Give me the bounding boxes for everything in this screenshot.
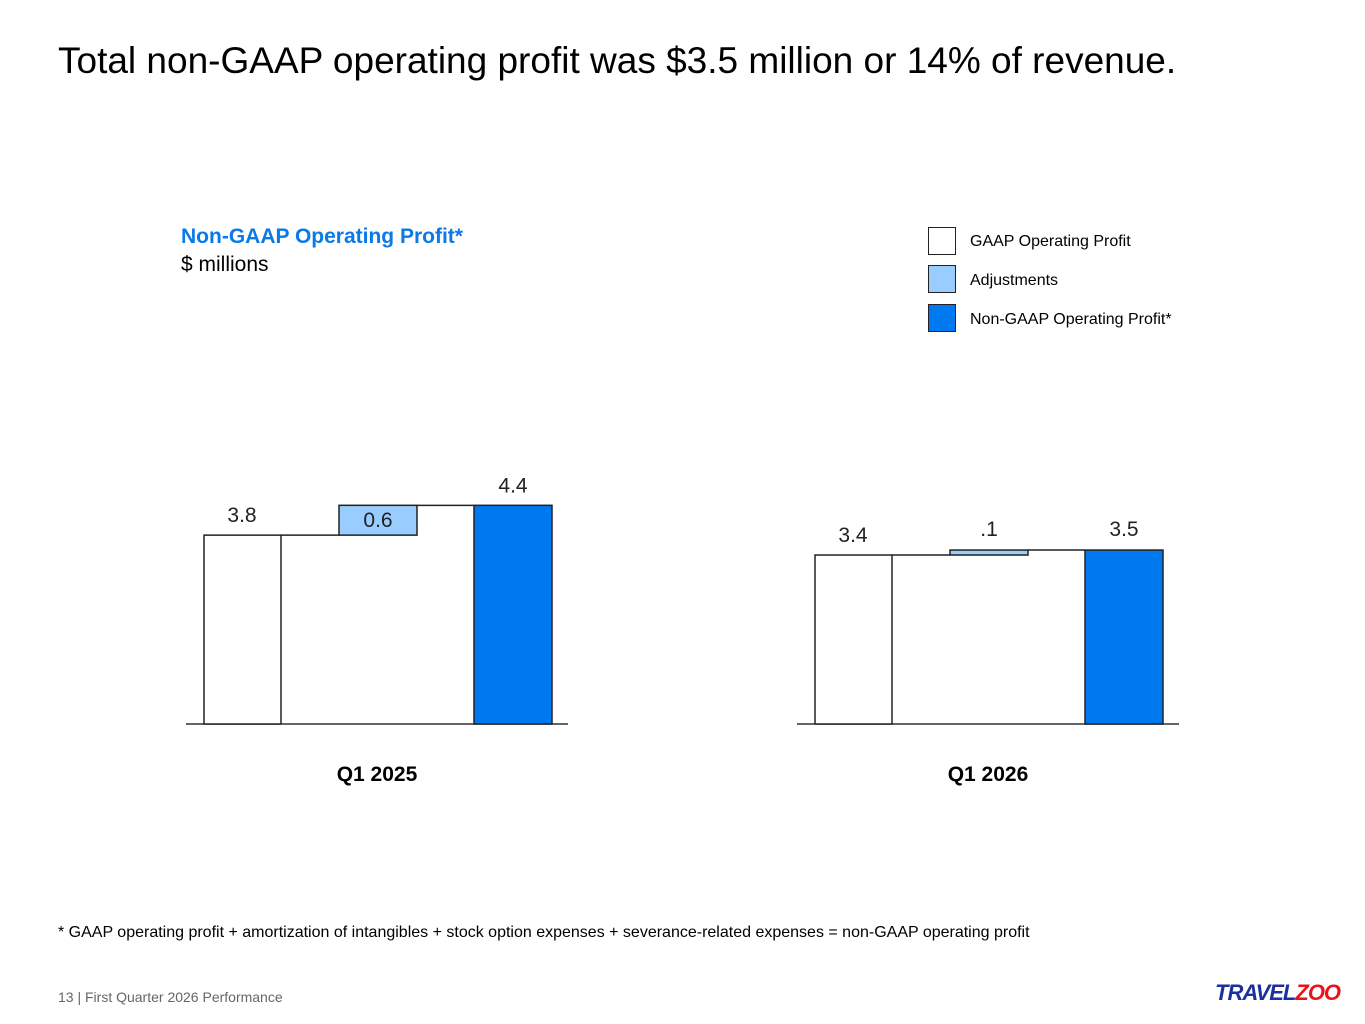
data-label-nongaap: 4.4 (498, 474, 528, 497)
data-label-adjustments: 0.6 (363, 509, 392, 532)
legend-label-gaap: GAAP Operating Profit (970, 233, 1131, 250)
data-label-gaap: 3.8 (227, 504, 256, 527)
legend-swatch-adjustments (928, 265, 956, 293)
bar-gaap (203, 534, 282, 725)
chart-units: $ millions (181, 253, 269, 276)
legend-swatch-gaap (928, 227, 956, 255)
bar-adjustments (338, 504, 418, 536)
legend-label-adjustments: Adjustments (970, 272, 1059, 289)
data-label-adjustments: .1 (980, 518, 998, 541)
page-title: Total non-GAAP operating profit was $3.5… (58, 40, 1177, 81)
footnote: * GAAP operating profit + amortization o… (58, 924, 1030, 941)
chart-title: Non-GAAP Operating Profit* (181, 225, 463, 248)
bar-nongaap (1084, 549, 1164, 725)
bar-nongaap (473, 504, 553, 725)
category-label: Q1 2026 (948, 763, 1029, 786)
legend-swatch-nongaap (928, 304, 956, 332)
legend-label-nongaap: Non-GAAP Operating Profit* (970, 311, 1172, 328)
data-label-gaap: 3.4 (838, 524, 868, 547)
bar-adjustments (949, 549, 1029, 556)
page-label: 13 | First Quarter 2026 Performance (58, 989, 283, 1005)
data-label-nongaap: 3.5 (1109, 518, 1138, 541)
category-label: Q1 2025 (337, 763, 418, 786)
travelzoo-logo: TRAVELZOO (1215, 980, 1341, 1005)
bar-gaap (814, 554, 893, 725)
